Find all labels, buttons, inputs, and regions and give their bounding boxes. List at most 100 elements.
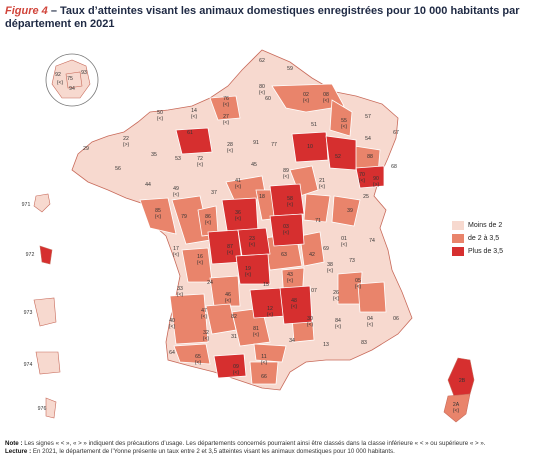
dept-mark-12: (<) bbox=[267, 312, 274, 318]
dept-label-41: 41 bbox=[235, 178, 241, 184]
dept-label-67: 67 bbox=[393, 130, 399, 136]
dept-label-77: 77 bbox=[271, 142, 277, 148]
dept-label-28: 28 bbox=[227, 142, 233, 148]
dept-label-52: 52 bbox=[335, 154, 341, 160]
dept-label-05: 05 bbox=[355, 278, 361, 284]
dept-label-89: 89 bbox=[283, 168, 289, 174]
legend-item-low: Moins de 2 bbox=[452, 221, 510, 230]
dept-mark-19: (<) bbox=[245, 272, 252, 278]
dept-mark-36: (<) bbox=[235, 216, 242, 222]
dept-label-02: 02 bbox=[303, 92, 309, 98]
idf-inset bbox=[45, 53, 99, 107]
dept-label-53: 53 bbox=[175, 156, 181, 162]
dept-label-60: 60 bbox=[265, 96, 271, 102]
figure-notes: Note : Les signes « < », « > » indiquent… bbox=[5, 440, 533, 456]
dept-mark-41: (<) bbox=[235, 184, 242, 190]
dept-mark-87: (<) bbox=[227, 250, 234, 256]
dept-mark-49: (<) bbox=[173, 192, 180, 198]
dept-mark-33: (<) bbox=[177, 292, 184, 298]
dept-mark-05: (<) bbox=[355, 284, 362, 290]
legend-label-mid: de 2 à 3,5 bbox=[468, 235, 500, 242]
dept-label-33: 33 bbox=[177, 286, 183, 292]
dept-label-14: 14 bbox=[191, 108, 197, 114]
dept-mark-65: (<) bbox=[195, 360, 202, 366]
dept-mark-46: (<) bbox=[225, 298, 232, 304]
dept-label-91: 91 bbox=[253, 140, 259, 146]
dept-label-26: 26 bbox=[333, 290, 339, 296]
lecture-text: En 2021, le département de l’Yonne prése… bbox=[32, 448, 395, 455]
dept-label-45: 45 bbox=[251, 162, 257, 168]
figure-title: Figure 4 – Taux d’atteintes visant les a… bbox=[5, 5, 525, 31]
dept-label-74: 74 bbox=[369, 238, 375, 244]
dept-label-19: 19 bbox=[245, 266, 251, 272]
dept-label-31: 31 bbox=[231, 334, 237, 340]
dept-label-72: 72 bbox=[197, 156, 203, 162]
dept-label-09: 09 bbox=[233, 364, 239, 370]
overseas-label-974: 974 bbox=[24, 362, 33, 368]
dept-mark-2A: (<) bbox=[453, 408, 460, 414]
dept-label-80: 80 bbox=[259, 84, 265, 90]
idf-label-1: 75 bbox=[67, 76, 73, 82]
dept-mark-38: (<) bbox=[327, 268, 334, 274]
dept-label-51: 51 bbox=[311, 122, 317, 128]
dept-mark-48: (<) bbox=[291, 304, 298, 310]
dept-label-23: 23 bbox=[249, 236, 255, 242]
dept-mark-85: (<) bbox=[155, 214, 162, 220]
dept-mark-04: (<) bbox=[367, 322, 374, 328]
dept-label-32: 32 bbox=[203, 330, 209, 336]
dept-mark-30: (<) bbox=[307, 322, 314, 328]
dept-label-76: 76 bbox=[223, 96, 229, 102]
legend-swatch-low bbox=[452, 221, 464, 230]
dept-label-43: 43 bbox=[287, 272, 293, 278]
dept-label-03: 03 bbox=[283, 224, 289, 230]
dept-mark-84: (<) bbox=[335, 324, 342, 330]
dept-label-61: 61 bbox=[187, 130, 193, 136]
dept-label-84: 84 bbox=[335, 318, 341, 324]
dept-label-62: 62 bbox=[259, 58, 265, 64]
dept-label-07: 07 bbox=[311, 288, 317, 294]
dept-mark-72: (<) bbox=[197, 162, 204, 168]
dept-label-08: 08 bbox=[323, 92, 329, 98]
dept-label-11: 11 bbox=[261, 354, 266, 360]
dept-label-47: 47 bbox=[201, 308, 207, 314]
dept-mark-55: (<) bbox=[341, 124, 348, 130]
dept-mark-01: (<) bbox=[341, 242, 348, 248]
dept-label-65: 65 bbox=[195, 354, 201, 360]
dept-label-01: 01 bbox=[341, 236, 347, 242]
dept-label-34: 34 bbox=[289, 338, 295, 344]
dept-mark-90: (>) bbox=[373, 182, 380, 188]
dept-label-21: 21 bbox=[319, 178, 325, 184]
legend-label-low: Moins de 2 bbox=[468, 222, 503, 229]
dept-mark-21: (<) bbox=[319, 184, 326, 190]
legend-label-high: Plus de 3,5 bbox=[468, 248, 504, 255]
overseas-label-972: 972 bbox=[26, 252, 35, 258]
corsica-2b bbox=[447, 357, 475, 397]
dept-mark-47: (<) bbox=[201, 314, 208, 320]
idf-labels: 92 75 93 94 (<) bbox=[55, 70, 87, 92]
dept-label-25: 25 bbox=[363, 194, 369, 200]
dept-label-38: 38 bbox=[327, 262, 333, 268]
dept-label-64: 64 bbox=[169, 350, 175, 356]
corsica-2a bbox=[443, 393, 471, 423]
dept-label-54: 54 bbox=[365, 136, 371, 142]
dept-mark-40: (<) bbox=[169, 324, 176, 330]
dept-mark-27: (<) bbox=[223, 120, 230, 126]
dept-label-73: 73 bbox=[349, 258, 355, 264]
dept-label-17: 17 bbox=[173, 246, 179, 252]
dept-label-16: 16 bbox=[197, 254, 203, 260]
dept-label-44: 44 bbox=[145, 182, 151, 188]
dept-label-46: 46 bbox=[225, 292, 231, 298]
dept-label-58: 58 bbox=[287, 196, 293, 202]
dept-label-12: 12 bbox=[267, 306, 273, 312]
legend-swatch-mid bbox=[452, 234, 464, 243]
dept-label-2A: 2A bbox=[453, 402, 460, 408]
title-separator: – bbox=[47, 5, 61, 17]
dept-mark-50: (<) bbox=[157, 116, 164, 122]
dept-label-90: 90 bbox=[373, 176, 379, 182]
dept-label-55: 55 bbox=[341, 118, 347, 124]
dept-label-83: 83 bbox=[361, 340, 367, 346]
dept-mark-16: (<) bbox=[197, 260, 204, 266]
dept-mark-03: (<) bbox=[283, 230, 290, 236]
dept-label-22: 22 bbox=[123, 136, 129, 142]
